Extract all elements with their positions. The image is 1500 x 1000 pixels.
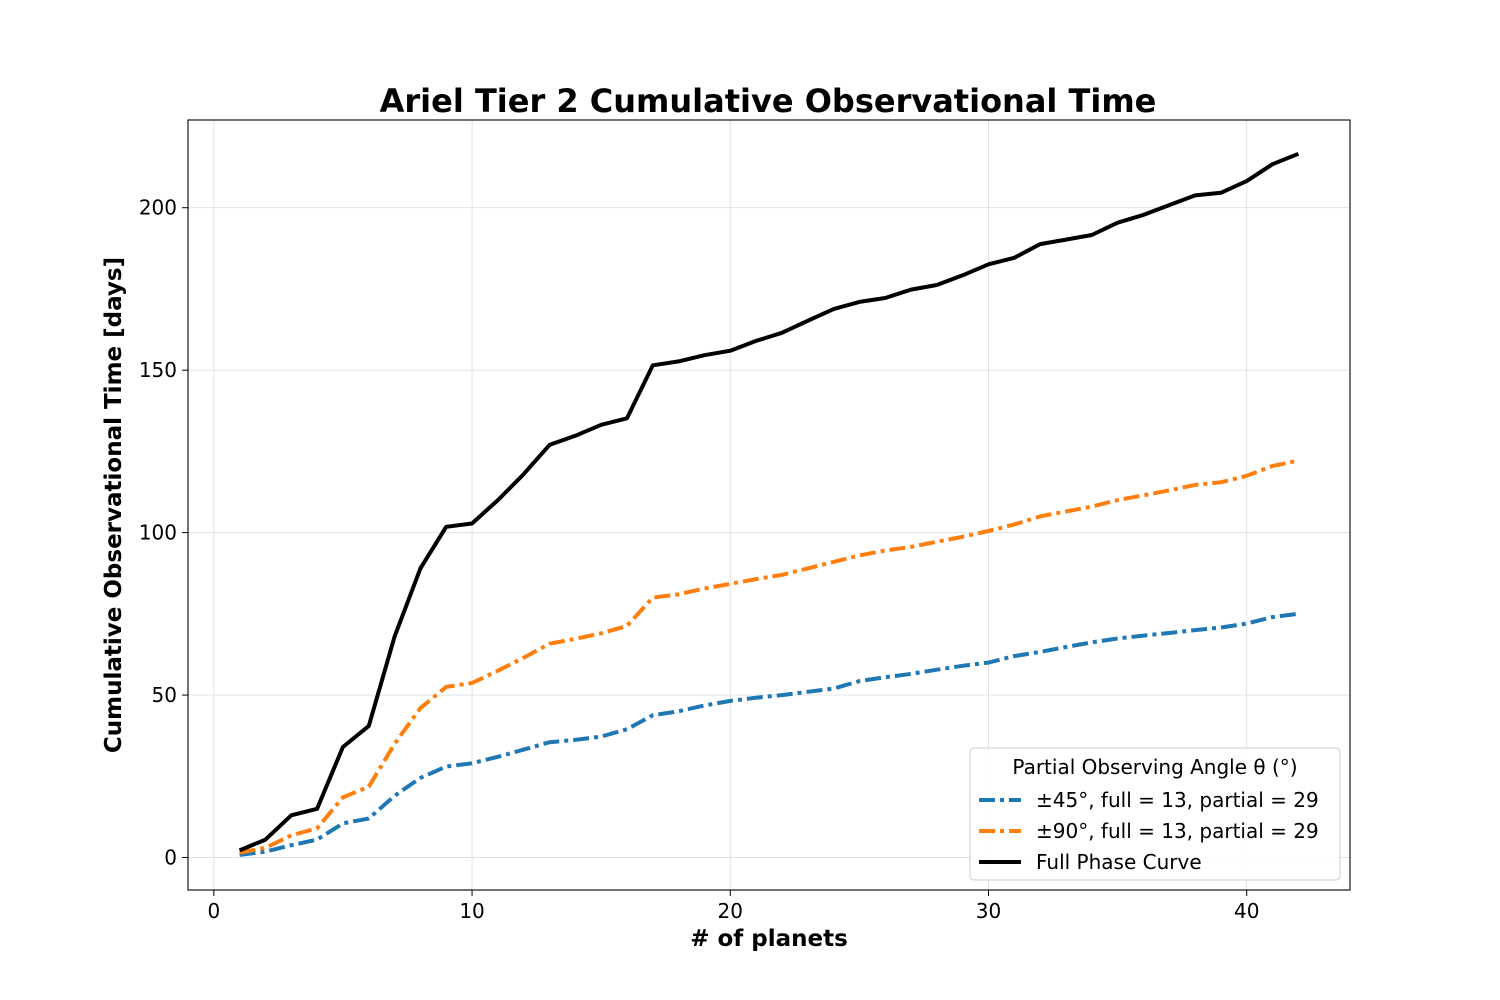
axis-ticks: 0 10 20 30 40 0 50 100 150 200 <box>139 196 1260 923</box>
legend-items: ±45°, full = 13, partial = 29 ±90°, full … <box>979 788 1319 874</box>
y-axis-label: Cumulative Observational Time [days] <box>101 257 127 753</box>
x-axis-label: # of planets <box>690 926 848 952</box>
x-tick-label: 0 <box>207 899 220 923</box>
legend-label-1: ±45°, full = 13, partial = 29 <box>1036 788 1319 812</box>
legend-box <box>969 747 1341 881</box>
y-tick-label: 50 <box>152 683 177 707</box>
y-tick-label: 200 <box>139 196 177 220</box>
axes-frame <box>187 119 1351 891</box>
y-tick-label: 150 <box>139 358 177 382</box>
legend: Partial Observing Angle θ (°) ±45°, full… <box>969 747 1341 881</box>
y-tick-label: 100 <box>139 521 177 545</box>
legend-label-2: ±90°, full = 13, partial = 29 <box>1036 819 1319 843</box>
chart-title: Ariel Tier 2 Cumulative Observational Ti… <box>380 82 1157 120</box>
y-tick-label: 0 <box>164 846 177 870</box>
series-line-1 <box>239 611 1299 857</box>
x-tick-label: 20 <box>718 899 743 923</box>
series-line-3 <box>238 151 1300 853</box>
legend-label-3: Full Phase Curve <box>1036 850 1202 874</box>
x-tick-label: 40 <box>1234 899 1259 923</box>
grid-lines <box>188 120 1350 890</box>
x-tick-label: 30 <box>976 899 1001 923</box>
x-tick-label: 10 <box>459 899 484 923</box>
legend-title: Partial Observing Angle θ (°) <box>1012 755 1297 779</box>
series-lines <box>238 151 1300 857</box>
